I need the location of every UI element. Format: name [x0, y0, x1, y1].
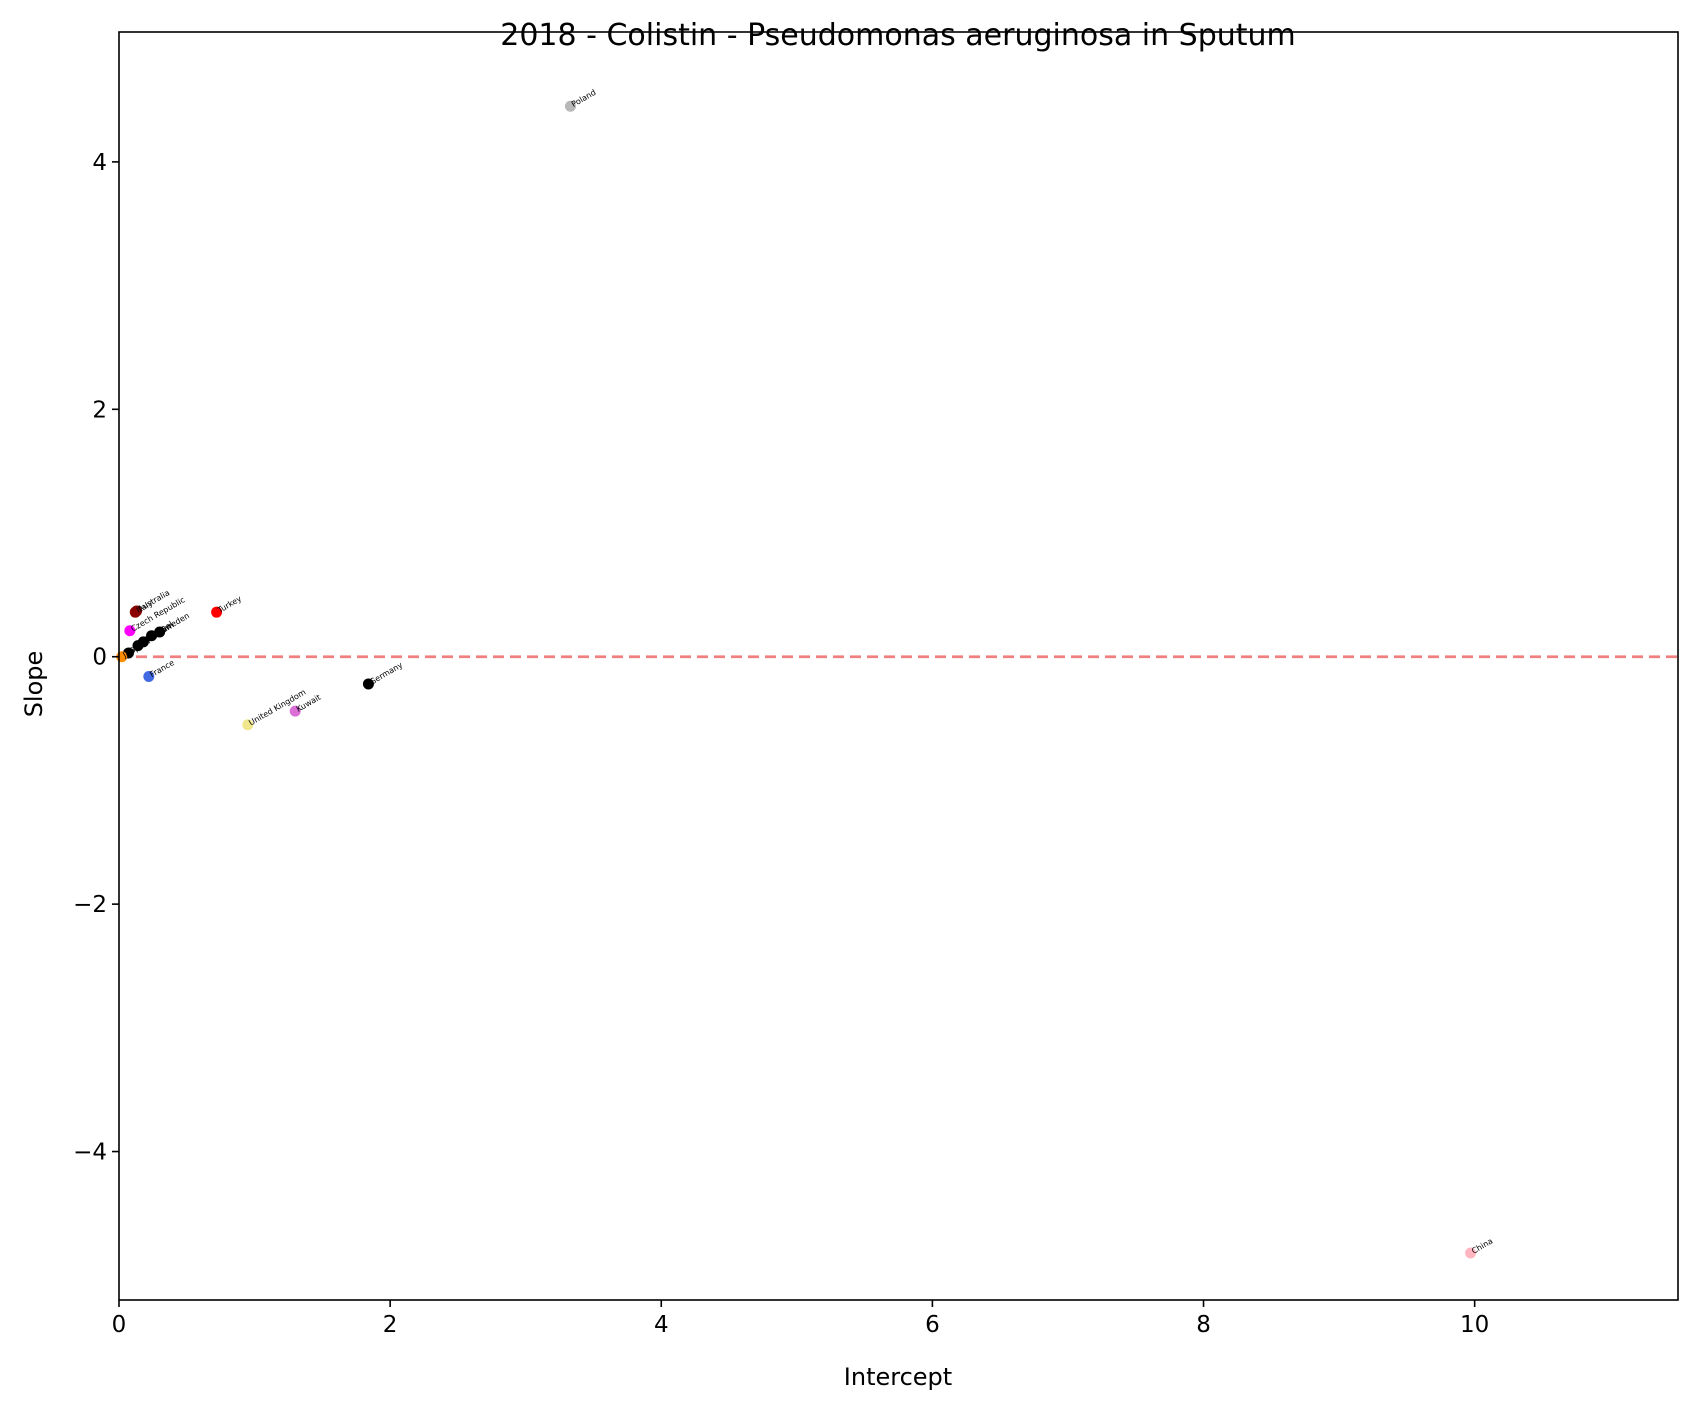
- y-tick-label: −4: [73, 1140, 107, 1166]
- y-tick-label: 2: [92, 397, 107, 423]
- y-tick-label: 4: [92, 150, 107, 176]
- y-ticks: −4 −2 0 2 4: [73, 150, 119, 1166]
- data-point: [289, 705, 301, 717]
- data-point: [1465, 1247, 1477, 1259]
- x-tick-label: 8: [1196, 1312, 1211, 1338]
- chart-title: 2018 - Colistin - Pseudomonas aeruginosa…: [500, 18, 1296, 53]
- data-point: [242, 719, 254, 731]
- y-tick-label: −2: [73, 892, 107, 918]
- data-point: [129, 606, 141, 618]
- data-point: [211, 606, 223, 618]
- data-point: [362, 678, 374, 690]
- data-point: [124, 625, 136, 637]
- x-axis-label: Intercept: [844, 1363, 952, 1391]
- x-tick-label: 10: [1460, 1312, 1489, 1338]
- x-tick-label: 6: [925, 1312, 940, 1338]
- y-tick-label: 0: [92, 645, 107, 671]
- data-point: [564, 100, 576, 112]
- plot-frame: [118, 31, 1679, 1301]
- x-tick-label: 2: [383, 1312, 398, 1338]
- y-axis-label: Slope: [20, 651, 48, 718]
- x-ticks: 0 2 4 6 8 10: [112, 1300, 1489, 1338]
- plot-background: [119, 32, 1678, 1300]
- x-tick-label: 4: [654, 1312, 669, 1338]
- data-point: [154, 626, 166, 638]
- x-tick-label: 0: [112, 1312, 127, 1338]
- data-point: [132, 640, 144, 652]
- data-point: [143, 671, 155, 683]
